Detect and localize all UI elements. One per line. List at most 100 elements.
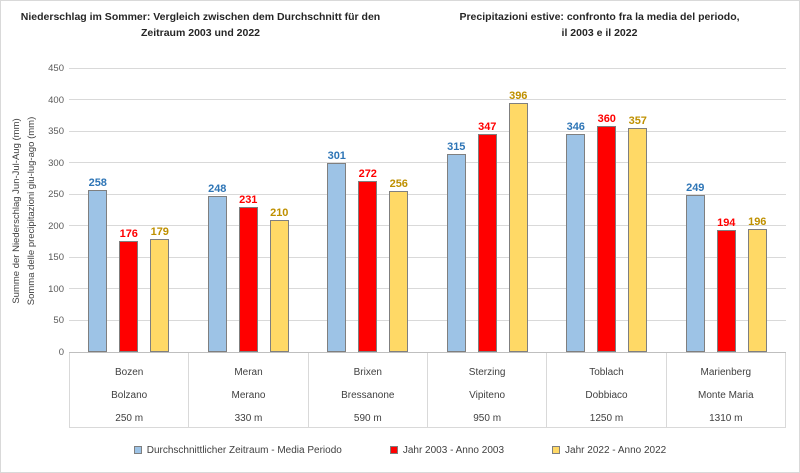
- bar: 396: [508, 90, 528, 352]
- bar: 249: [685, 182, 705, 352]
- y-tick-label: 450: [48, 63, 64, 74]
- bar-value-label: 176: [119, 228, 138, 241]
- bar-value-label: 210: [270, 206, 289, 219]
- plot-area: 258 176 179 248 231 210 301 272 256 315 347 396 346 3…: [69, 68, 786, 353]
- bar-value-label: 258: [88, 176, 107, 189]
- category-name-italian: Monte Maria: [698, 390, 754, 401]
- category-elevation: 250 m: [115, 413, 144, 424]
- category-cell-sterzing: Sterzing Vipiteno 950 m: [428, 353, 548, 427]
- legend-swatch-icon: [389, 446, 398, 454]
- chart-title-italian-line1: Precipitazioni estive: confronto fra la …: [459, 11, 740, 23]
- gridline: [69, 130, 786, 132]
- bar-value-label: 396: [509, 89, 528, 102]
- chart-titles: Niederschlag im Sommer: Vergleich zwisch…: [1, 1, 799, 41]
- bar: 248: [207, 183, 227, 352]
- bar-value-label: 272: [358, 167, 377, 180]
- bar: 176: [119, 228, 139, 352]
- category-elevation: 330 m: [234, 413, 263, 424]
- bar-value-label: 196: [748, 215, 767, 228]
- bar-value-label: 179: [150, 226, 169, 239]
- category-name-german: Brixen: [353, 367, 382, 378]
- y-axis-title-text: Summe der Niederschlag Jun-Jul-Aug (mm) …: [9, 117, 39, 306]
- bar-value-label: 347: [478, 120, 497, 133]
- plot-row: Summe der Niederschlag Jun-Jul-Aug (mm) …: [7, 63, 799, 358]
- bar-value-label: 249: [686, 182, 705, 195]
- bar-value-label: 194: [717, 217, 736, 229]
- category-name-german: Bozen: [114, 367, 144, 378]
- y-tick-label: 50: [53, 315, 64, 327]
- bar-value-label: 231: [239, 193, 258, 206]
- bar: 258: [88, 177, 108, 352]
- gridline: [69, 225, 786, 227]
- y-tick-label: 100: [48, 283, 64, 295]
- bar: 315: [446, 141, 466, 352]
- bar-group-brixen: 301 272 256: [308, 69, 428, 352]
- gridline: [69, 319, 786, 321]
- bar-group-marienberg: 249 194 196: [667, 69, 787, 352]
- category-name-german: Sterzing: [468, 367, 506, 378]
- legend-item: Durchschnittlicher Zeitraum - Media Peri…: [133, 444, 342, 456]
- bar: 210: [269, 207, 289, 352]
- bar-value-label: 301: [327, 149, 346, 162]
- bar-value-label: 346: [566, 121, 585, 134]
- bar: 194: [716, 217, 736, 352]
- bar: 347: [477, 121, 497, 352]
- y-tick-label: 400: [48, 94, 64, 106]
- y-tick-label: 0: [58, 347, 64, 358]
- x-axis-categories: Bozen Bolzano 250 m Meran Merano 330 m Brixen B…: [69, 353, 786, 428]
- legend: Durchschnittlicher Zeitraum - Media Peri…: [1, 442, 799, 458]
- bar-value-label: 357: [628, 114, 647, 127]
- bar: 301: [327, 150, 347, 352]
- category-cell-brixen: Brixen Bressanone 590 m: [309, 353, 428, 427]
- y-tick-label: 200: [48, 220, 64, 232]
- category-cell-marienberg: Marienberg Monte Maria 1310 m: [667, 353, 785, 427]
- chart-title-italian: Precipitazioni estive: confronto fra la …: [400, 9, 799, 41]
- y-tick-label: 300: [48, 157, 64, 169]
- legend-label: Durchschnittlicher Zeitraum - Media Peri…: [146, 444, 342, 456]
- gridline: [69, 256, 786, 258]
- category-name-italian: Dobbiaco: [585, 390, 628, 401]
- bar: 231: [238, 194, 258, 352]
- y-axis-title-german: Summe der Niederschlag Jun-Jul-Aug (mm): [11, 118, 22, 304]
- bar: 179: [150, 226, 170, 352]
- y-axis-title-italian: Somma delle precipitazioni giu-lug-ago (…: [26, 116, 37, 306]
- bar-group-toblach: 346 360 357: [547, 69, 667, 352]
- y-tick-label: 150: [48, 252, 64, 264]
- bar-value-label: 315: [447, 140, 466, 153]
- bar-value-label: 248: [208, 183, 227, 196]
- category-name-italian: Bressanone: [341, 390, 395, 401]
- legend-item: Jahr 2003 - Anno 2003: [389, 444, 505, 456]
- y-axis-ticks: 0 50 100 150 200 250 300 350 400 450: [41, 63, 69, 358]
- bar-group-sterzing: 315 347 396: [428, 69, 548, 352]
- bar: 360: [597, 113, 617, 352]
- gridline: [69, 68, 786, 69]
- chart-title-italian-line2: il 2003 e il 2022: [561, 27, 638, 39]
- bar: 272: [358, 168, 378, 352]
- legend-label: Jahr 2003 - Anno 2003: [402, 444, 505, 456]
- bar-value-label: 256: [389, 178, 408, 191]
- category-elevation: 1310 m: [709, 413, 743, 424]
- bar: 357: [628, 115, 648, 352]
- y-tick-label: 250: [48, 189, 64, 201]
- category-name-german: Toblach: [589, 367, 624, 378]
- chart-title-german-line1: Niederschlag im Sommer: Vergleich zwisch…: [20, 11, 381, 23]
- legend-swatch-icon: [133, 446, 142, 454]
- category-name-german: Marienberg: [700, 367, 752, 378]
- y-tick-label: 350: [48, 126, 64, 138]
- category-cell-meran: Meran Merano 330 m: [189, 353, 309, 427]
- category-elevation: 950 m: [473, 413, 502, 424]
- bars-layer: 258 176 179 248 231 210 301 272 256 315 347 396 346 3…: [69, 69, 786, 352]
- y-axis-title: Summe der Niederschlag Jun-Jul-Aug (mm) …: [7, 69, 41, 353]
- gridline: [69, 193, 786, 195]
- category-cell-bozen: Bozen Bolzano 250 m: [70, 353, 190, 427]
- category-elevation: 1250 m: [589, 413, 624, 424]
- gridline: [69, 99, 786, 101]
- legend-swatch-icon: [552, 446, 561, 454]
- category-cell-toblach: Toblach Dobbiaco 1250 m: [547, 353, 667, 427]
- category-name-italian: Merano: [231, 390, 266, 401]
- chart-title-german-line2: Zeitraum 2003 und 2022: [140, 27, 261, 39]
- chart-title-german: Niederschlag im Sommer: Vergleich zwisch…: [1, 9, 400, 41]
- bar-group-bozen: 258 176 179: [69, 69, 189, 352]
- legend-label: Jahr 2022 - Anno 2022: [565, 444, 667, 456]
